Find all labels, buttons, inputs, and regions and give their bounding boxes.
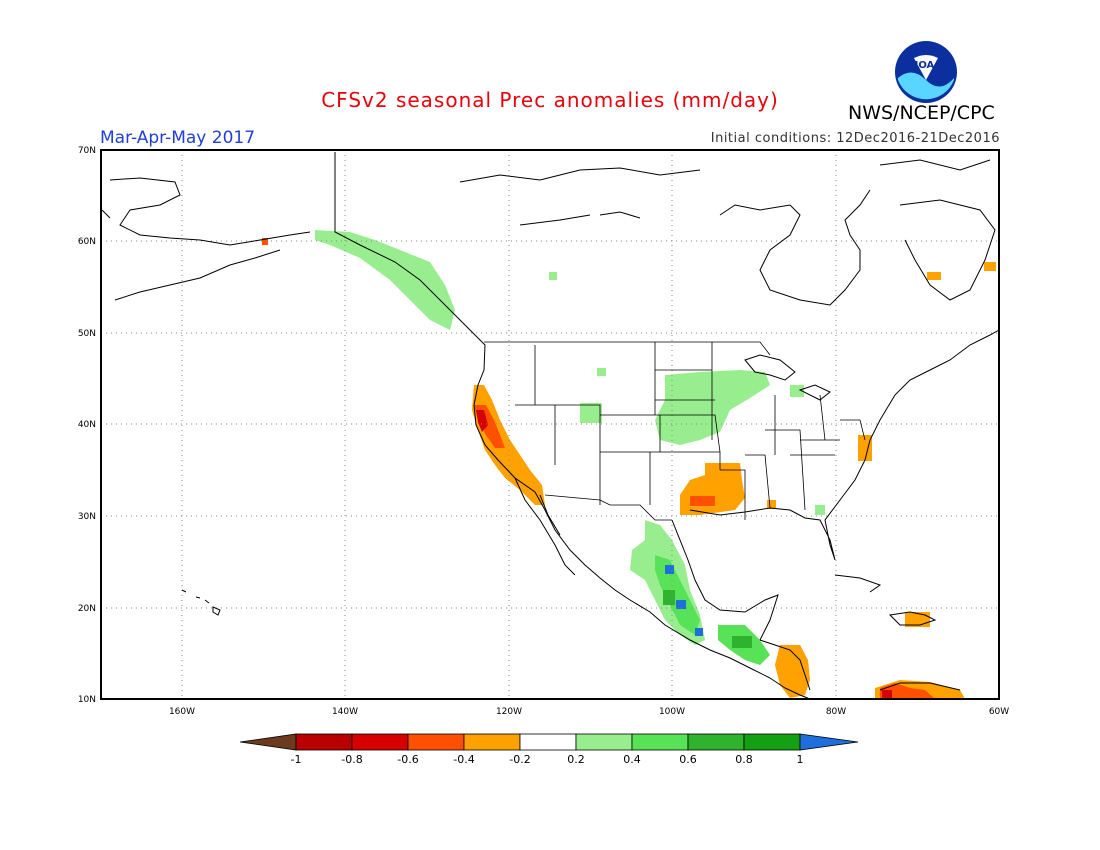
lon-label: 80W: [826, 707, 846, 717]
colorbar-swatch: [631, 733, 689, 751]
colorbar-label: -1: [291, 753, 302, 766]
lon-labels: 160W 140W 120W 100W 80W 60W: [169, 707, 1009, 717]
anomaly-patch: [549, 272, 557, 280]
anomaly-patch: [262, 238, 268, 245]
colorbar-label: 0.6: [679, 753, 697, 766]
colorbar-swatch: [575, 733, 633, 751]
coastlines: [101, 152, 1000, 700]
anomaly-patch: [767, 500, 776, 509]
lat-label: 20N: [78, 604, 96, 614]
lat-label: 10N: [78, 695, 96, 705]
colorbar-swatch: [351, 733, 409, 751]
colorbar-label: -0.4: [453, 753, 474, 766]
anomaly-patches: [262, 230, 996, 699]
lat-label: 60N: [78, 237, 96, 247]
anomaly-patch: [655, 370, 770, 445]
anomaly-patch: [663, 590, 675, 605]
coastline-alaska: [101, 177, 311, 301]
map-background: [101, 150, 999, 699]
colorbar-label: -0.2: [509, 753, 530, 766]
lon-label: 60W: [989, 707, 1009, 717]
lon-label: 140W: [332, 707, 358, 717]
initial-conditions-label: Initial conditions: 12Dec2016-21Dec2016: [710, 131, 1000, 146]
coastline-caribbean: [834, 574, 961, 691]
anomaly-patch: [790, 385, 804, 397]
colorbar-swatch: [463, 733, 521, 751]
anomaly-patch: [815, 505, 825, 515]
border-us-mexico: [544, 494, 672, 521]
coastline-arctic: [459, 159, 996, 301]
colorbar-label: 1: [797, 753, 804, 766]
border-us-canada: [484, 341, 771, 356]
coastline-hudson-bay: [719, 189, 871, 306]
lat-label: 50N: [78, 329, 96, 339]
anomaly-patch: [695, 628, 703, 636]
colorbar-swatch: [743, 733, 801, 751]
coastline-central-america: [759, 639, 811, 691]
lat-label: 40N: [78, 420, 96, 430]
anomaly-patch: [580, 403, 602, 423]
colorbar-swatch: [295, 733, 353, 751]
coastline-pacific: [444, 304, 811, 700]
colorbar: [239, 733, 859, 751]
colorbar-swatch: [407, 733, 465, 751]
colorbar-label: -0.6: [397, 753, 418, 766]
lat-label: 30N: [78, 512, 96, 522]
coastline-gulf: [671, 459, 866, 641]
noaa-logo-text: NOAA: [910, 60, 942, 71]
political-borders: [484, 341, 866, 521]
colorbar-label: 0.8: [735, 753, 753, 766]
lon-label: 160W: [169, 707, 195, 717]
anomaly-patch: [858, 435, 872, 461]
colorbar-swatch: [519, 733, 577, 751]
colorbar-labels: -1 -0.8 -0.6 -0.4 -0.2 0.2 0.4 0.6 0.8 1: [291, 753, 804, 766]
noaa-logo: NOAA: [895, 41, 957, 103]
border-alaska-canada: [334, 152, 446, 306]
border-us-states: [515, 342, 866, 520]
great-lakes: [744, 354, 831, 401]
colorbar-label: -0.8: [341, 753, 362, 766]
anomaly-patch: [655, 555, 700, 635]
coastline-baja: [514, 477, 576, 576]
anomaly-patch: [880, 683, 935, 699]
map-frame: [100, 149, 1000, 700]
anomaly-patch: [676, 600, 686, 609]
colorbar-label: 0.4: [623, 753, 641, 766]
lon-label: 120W: [496, 707, 522, 717]
anomaly-patch: [476, 410, 488, 432]
lat-labels: 70N 60N 50N 40N 30N 20N 10N: [78, 146, 96, 705]
chart-title-text: CFSv2 seasonal Prec anomalies (mm/day): [321, 88, 779, 112]
anomaly-patch: [690, 496, 715, 506]
anomaly-patch: [984, 262, 996, 271]
colorbar-swatch: [687, 733, 745, 751]
agency-label: NWS/NCEP/CPC: [848, 102, 995, 124]
coastline-hawaii: [181, 589, 221, 616]
lon-label: 100W: [659, 707, 685, 717]
colorbar-swatch: [239, 733, 297, 751]
anomaly-patch: [775, 645, 810, 698]
coastline-atlantic: [864, 329, 1000, 461]
anomaly-patch: [732, 636, 752, 648]
anomaly-patch: [315, 230, 455, 330]
colorbar-label: 0.2: [567, 753, 585, 766]
anomaly-patch: [597, 368, 606, 376]
anomaly-patch: [665, 565, 674, 574]
colorbar-swatch: [799, 733, 859, 751]
season-label: Mar-Apr-May 2017: [100, 128, 256, 148]
anomaly-patch: [927, 272, 941, 280]
chart-title: CFSv2 seasonal Prec anomalies (mm/day): [0, 88, 1100, 112]
lat-label: 70N: [78, 146, 96, 156]
anomaly-patch: [882, 690, 892, 699]
